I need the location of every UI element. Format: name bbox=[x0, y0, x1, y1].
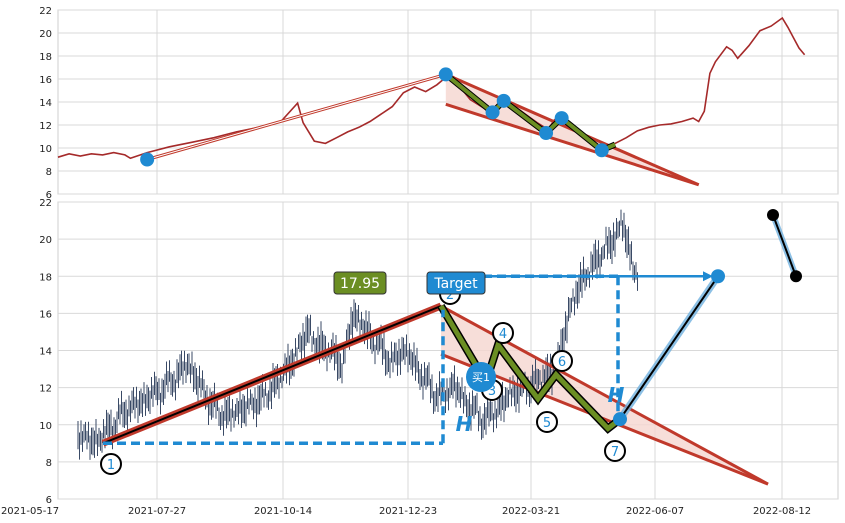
top-pivot-point-6 bbox=[594, 143, 609, 158]
bottom-end-dot-1 bbox=[790, 270, 802, 283]
top-pivot-point-1 bbox=[438, 67, 453, 82]
bottom-trend-line-left-inner bbox=[102, 305, 442, 445]
pivot-7-label: 7 bbox=[611, 445, 619, 460]
top-trend-line-2 bbox=[445, 102, 700, 187]
price-box bbox=[333, 271, 387, 295]
bottom-x-tick-label: 2021-10-14 bbox=[254, 506, 312, 517]
top-y-tick-label: 20 bbox=[39, 29, 52, 40]
bottom-y-tick-label: 8 bbox=[46, 458, 52, 469]
top-pivot-point-4 bbox=[539, 126, 554, 141]
top-pivot-point-2 bbox=[485, 105, 500, 120]
height-label-right: H bbox=[608, 383, 625, 407]
pivot-7-circle bbox=[604, 440, 626, 462]
pivot-6-label: 6 bbox=[558, 355, 566, 370]
bottom-y-tick-label: 22 bbox=[39, 198, 52, 209]
top-pivot-point-0 bbox=[140, 152, 155, 167]
pivot-5-label: 5 bbox=[543, 416, 551, 431]
bottom-y-tick-label: 10 bbox=[39, 421, 52, 432]
bottom-y-tick-label: 18 bbox=[39, 272, 52, 283]
top-marks bbox=[57, 16, 806, 187]
top-pivot-point-5 bbox=[554, 111, 569, 126]
top-y-tick-label: 12 bbox=[39, 121, 52, 132]
bottom-y-tick-label: 14 bbox=[39, 347, 52, 358]
pivot-3-label: 3 bbox=[488, 384, 496, 399]
bottom-down-line bbox=[772, 214, 797, 277]
bottom-annotations: 1 2 3 4 5 6 7 买1 H H 17.95 Target bbox=[100, 271, 626, 475]
target-box-label: Target bbox=[433, 276, 478, 292]
top-y-tick-label: 16 bbox=[39, 75, 52, 86]
top-y-tick-label: 8 bbox=[46, 167, 52, 178]
bottom-marks bbox=[77, 208, 802, 486]
bottom-up-line bbox=[619, 275, 719, 420]
target-box bbox=[426, 271, 486, 295]
pivot-4-circle bbox=[492, 322, 514, 344]
top-y-tick-label: 14 bbox=[39, 98, 52, 109]
bottom-x-ticks: 2021-05-17 2021-07-27 2021-10-14 2021-12-23… bbox=[1, 506, 811, 517]
target-arrow-head bbox=[703, 271, 713, 282]
bottom-y-tick-label: 12 bbox=[39, 384, 52, 395]
bottom-x-tick-label: 2022-06-07 bbox=[626, 506, 684, 517]
pivot-1-circle bbox=[100, 453, 122, 475]
top-y-tick-label: 6 bbox=[46, 190, 52, 201]
pivot-1-label: 1 bbox=[107, 458, 115, 473]
pivot-5-circle bbox=[536, 411, 558, 433]
bottom-x-tick-label: 2021-12-23 bbox=[379, 506, 437, 517]
bottom-end-dot-0 bbox=[767, 208, 779, 221]
bottom-y-tick-label: 20 bbox=[39, 235, 52, 246]
pivot-4-label: 4 bbox=[499, 327, 507, 342]
top-trend-highlight bbox=[146, 73, 446, 160]
height-label-left: H bbox=[456, 412, 473, 436]
bottom-x-tick-label: 2022-03-21 bbox=[502, 506, 560, 517]
top-y-tick-label: 22 bbox=[39, 6, 52, 17]
top-y-tick-label: 10 bbox=[39, 144, 52, 155]
bottom-y-ticks: 6 8 10 12 14 16 18 20 22 bbox=[39, 198, 52, 506]
top-y-tick-label: 18 bbox=[39, 52, 52, 63]
price-box-label: 17.95 bbox=[340, 276, 380, 292]
top-y-ticks: 6 8 10 12 14 16 18 20 22 bbox=[39, 6, 52, 201]
buy-signal-circle bbox=[466, 362, 496, 392]
pivot-2-label: 2 bbox=[446, 288, 454, 303]
pivot-6-circle bbox=[551, 350, 573, 372]
bottom-y-tick-label: 16 bbox=[39, 309, 52, 320]
bottom-candles bbox=[77, 209, 638, 460]
top-grid bbox=[58, 9, 838, 195]
buy-signal-label: 买1 bbox=[472, 371, 490, 384]
top-pivot-point-3 bbox=[496, 93, 511, 108]
bottom-x-tick-label: 2021-07-27 bbox=[128, 506, 186, 517]
bottom-node-0 bbox=[613, 412, 627, 427]
bottom-x-tick-label: 2021-05-17 bbox=[1, 506, 59, 517]
bottom-x-tick-label: 2022-08-12 bbox=[753, 506, 811, 517]
bottom-node-1 bbox=[711, 269, 725, 284]
bottom-y-tick-label: 6 bbox=[46, 495, 52, 506]
